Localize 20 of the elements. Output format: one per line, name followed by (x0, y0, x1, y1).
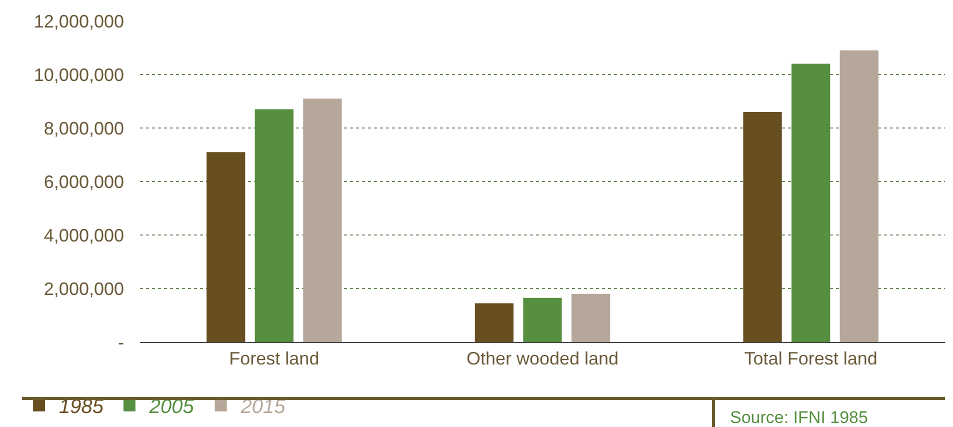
y-tick-label: 6,000,000 (44, 172, 124, 192)
bar (840, 50, 878, 342)
bar (792, 64, 830, 342)
x-tick-label: Total Forest land (744, 348, 878, 369)
y-tick-label: 2,000,000 (44, 278, 124, 299)
bar (523, 298, 562, 342)
y-tick-label: - (118, 332, 124, 352)
y-tick-label: 12,000,000 (34, 11, 124, 32)
source-note: Source: IFNI 1985 (730, 408, 868, 427)
y-tick-label: 4,000,000 (44, 225, 124, 246)
x-tick-label: Other wooded land (466, 348, 619, 369)
y-tick-label: 8,000,000 (44, 118, 124, 138)
bar (303, 98, 342, 342)
x-tick-label: Forest land (229, 348, 320, 369)
bar (206, 152, 246, 342)
bar (743, 112, 782, 342)
bar (474, 303, 514, 342)
y-tick-label: 10,000,000 (34, 64, 124, 85)
bar (254, 109, 294, 342)
bar (571, 294, 610, 342)
